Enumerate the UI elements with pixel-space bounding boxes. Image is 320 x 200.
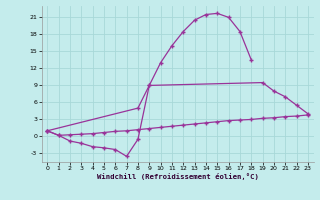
X-axis label: Windchill (Refroidissement éolien,°C): Windchill (Refroidissement éolien,°C) xyxy=(97,173,259,180)
